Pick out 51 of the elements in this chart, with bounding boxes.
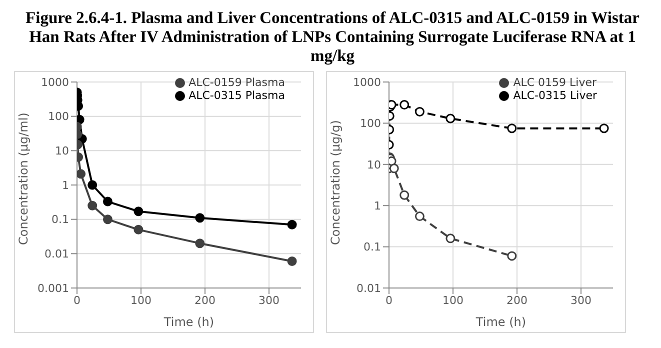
y-tick-label: 1 [62,178,69,192]
x-tick-label: 200 [194,294,216,307]
x-tick-label: 100 [130,294,152,307]
point [88,180,98,190]
point [88,200,98,210]
legend-label: ALC 0159 Liver [513,76,597,89]
point [446,234,456,244]
x-tick-label: 300 [258,294,280,307]
y-tick-label: 0.01 [356,282,381,295]
y-tick-label: 0.01 [44,248,69,261]
y-tick-label: 0.1 [364,240,381,254]
point [414,106,424,116]
x-tick-label: 0 [386,294,392,307]
legend-label: ALC-0159 Plasma [188,76,285,89]
point [195,238,205,248]
y-tick-label: 0.1 [52,213,69,226]
y-tick-label: 1000 [353,76,381,89]
point [400,190,410,200]
chart-title: Figure 2.6.4-1. Plasma and Liver Concentrations of ALC-0315 and ALC-0159 in Wistar Han Rats After IV Administration of LNPs Containing Surrogate Luciferase RNA at 1 mg/kg [24,8,640,65]
x-tick-label: 100 [442,294,464,307]
y-tick-label: 1000 [41,76,69,89]
x-tick-label: 200 [506,294,528,307]
point [134,206,144,216]
point [507,124,517,134]
point [102,196,112,206]
point [287,220,297,230]
x-axis-title: Time (h) [162,315,214,329]
point [414,212,424,222]
y-tick-label: 100 [48,110,69,124]
point [599,124,609,134]
y-tick-label: 0.001 [38,282,69,295]
point [389,164,399,174]
x-tick-label: 0 [74,294,80,307]
y-tick-label: 10 [55,144,69,158]
point [507,251,517,261]
point [77,169,86,179]
y-tick-label: 10 [367,158,381,172]
point [287,256,297,266]
y-tick-label: 1 [374,200,381,213]
legend-label: ALC-0315 Plasma [188,89,285,102]
point [195,213,205,223]
y-tick-label: 100 [360,117,381,130]
point [400,100,410,110]
point [102,214,112,224]
point [134,224,144,234]
legend-label: ALC-0315 Liver [513,89,597,102]
y-axis-title: Concentration (µg/g) [328,120,342,245]
x-axis-title: Time (h) [474,315,526,329]
x-tick-label: 300 [570,294,592,307]
y-axis-title: Concentration (µg/ml) [16,112,30,245]
point [446,114,456,124]
